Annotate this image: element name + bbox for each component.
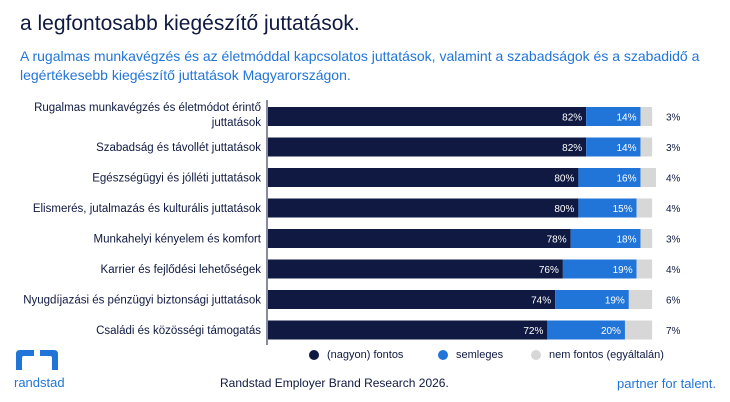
- category-label: Elismerés, jutalmazás és kulturális jutt…: [33, 203, 261, 215]
- bar-segment-neutral: [547, 320, 625, 340]
- bar-value-label: 76%: [539, 265, 559, 276]
- bar-value-label-outside: 3%: [666, 113, 681, 124]
- randstad-logo-icon: [14, 348, 62, 377]
- bar-value-label: 78%: [547, 235, 567, 246]
- bar-value-label-outside: 3%: [666, 235, 681, 246]
- category-label: Munkahelyi kényelem és komfort: [94, 234, 262, 246]
- legend-item-not-important: nem fontos (egyáltalán): [531, 349, 664, 361]
- randstad-logo-text: randstad: [14, 375, 65, 390]
- bar-value-label: 16%: [616, 174, 636, 185]
- category-label: Rugalmas munkavégzés és életmódot érintő…: [34, 102, 261, 129]
- category-label: Nyugdíjazási és pénzügyi biztonsági jutt…: [23, 295, 261, 307]
- bar-value-label-outside: 4%: [666, 204, 681, 215]
- bar-value-label-outside: 7%: [666, 326, 681, 337]
- category-label-line: Rugalmas munkavégzés és életmódot érintő: [34, 102, 261, 114]
- bar-segment-important: [268, 107, 587, 126]
- bar-value-label: 20%: [601, 326, 621, 337]
- bar-value-label: 82%: [562, 143, 582, 154]
- bar-segment-not-important: [624, 320, 653, 340]
- page-subtitle: A rugalmas munkavégzés és az életmóddal …: [20, 48, 700, 83]
- category-label: Családi és közösségi támogatás: [96, 325, 261, 337]
- bar-segment-neutral: [578, 198, 637, 218]
- bar-segment-not-important: [640, 107, 653, 126]
- bar-segment-neutral: [586, 107, 641, 126]
- legend-item-important: (nagyon) fontos: [309, 349, 403, 361]
- bar-value-label: 14%: [616, 143, 636, 154]
- legend-item-neutral: semleges: [438, 349, 503, 361]
- bar-segment-important: [268, 198, 579, 218]
- bar-value-label: 80%: [554, 204, 574, 215]
- bar-segment-not-important: [640, 229, 653, 248]
- bar-value-label: 80%: [554, 174, 574, 185]
- category-label: Szabadság és távollét juttatások: [96, 142, 261, 154]
- bar-segment-neutral: [586, 137, 641, 157]
- legend-swatch-not-important: [531, 350, 541, 360]
- bar-segment-not-important: [628, 290, 653, 309]
- bar-segment-not-important: [636, 259, 653, 279]
- bar-segment-important: [268, 290, 556, 309]
- bar-value-label-outside: 3%: [666, 143, 681, 154]
- legend-swatch-neutral: [438, 350, 448, 360]
- bar-value-label-outside: 4%: [666, 174, 681, 185]
- bar-value-label: 19%: [605, 296, 625, 307]
- page-title: a legfontosabb kiegészítő juttatások.: [20, 12, 360, 35]
- bar-segment-not-important: [636, 198, 653, 218]
- category-label: Karrier és fejlődési lehetőségek: [101, 264, 262, 276]
- bar-value-label: 82%: [562, 113, 582, 124]
- tagline: partner for talent.: [617, 376, 716, 391]
- category-label-line: juttatások: [211, 117, 261, 129]
- bar-value-label: 15%: [613, 204, 633, 215]
- bar-value-label: 18%: [616, 235, 636, 246]
- bar-segment-important: [268, 229, 571, 248]
- bar-value-label: 19%: [613, 265, 633, 276]
- bar-segment-important: [268, 320, 548, 340]
- bar-value-label: 14%: [616, 113, 636, 124]
- bar-segment-neutral: [570, 229, 641, 248]
- category-label: Egészségügyi és jólléti juttatások: [92, 173, 261, 185]
- source-note: Randstad Employer Brand Research 2026.: [220, 376, 449, 390]
- bar-value-label: 74%: [531, 296, 551, 307]
- bar-segment-not-important: [640, 168, 656, 187]
- bar-value-label-outside: 4%: [666, 265, 681, 276]
- bar-segment-neutral: [555, 290, 629, 309]
- bar-segment-not-important: [640, 137, 653, 157]
- legend-label-important: (nagyon) fontos: [327, 349, 404, 361]
- bar-value-label: 72%: [523, 326, 543, 337]
- bar-segment-important: [268, 168, 579, 187]
- bar-segment-important: [268, 137, 587, 157]
- bar-value-label-outside: 6%: [666, 296, 681, 307]
- legend-label-neutral: semleges: [456, 349, 504, 361]
- legend-swatch-important: [309, 350, 319, 360]
- bar-segment-neutral: [562, 259, 637, 279]
- legend-label-not-important: nem fontos (egyáltalán): [549, 349, 664, 361]
- bar-segment-neutral: [578, 168, 641, 187]
- bar-segment-important: [268, 259, 563, 279]
